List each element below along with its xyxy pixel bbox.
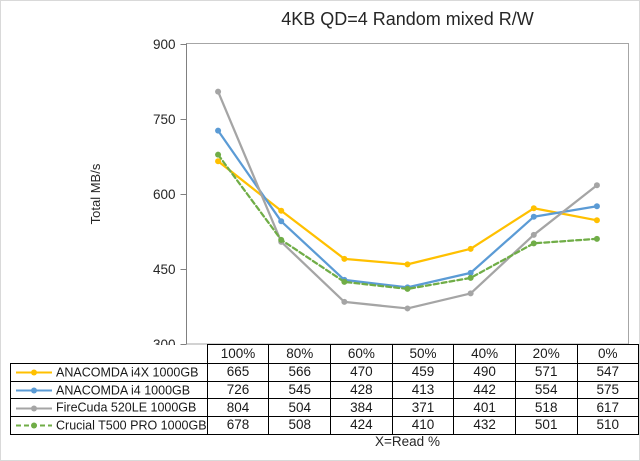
data-point-anacomda-i4-1000gb bbox=[467, 269, 474, 276]
data-point-anacomda-i4-1000gb bbox=[593, 203, 600, 210]
legend-cell-anacomda-i4x-1000gb: ANACOMDA i4X 1000GB bbox=[10, 363, 208, 382]
series-name-label: ANACOMDA i4X 1000GB bbox=[56, 365, 199, 380]
value-cell: 665 bbox=[206, 363, 270, 382]
value-cell: 804 bbox=[206, 398, 270, 418]
category-header-cell: 60% bbox=[330, 344, 393, 364]
value-cell: 575 bbox=[576, 380, 639, 400]
value-cell: 726 bbox=[206, 380, 270, 400]
y-tick-label: 300 bbox=[153, 337, 176, 345]
series-line-crucial-t500-pro-1000gb bbox=[216, 153, 599, 291]
category-header-cell: 100% bbox=[206, 344, 270, 364]
value-cell: 504 bbox=[268, 398, 332, 418]
data-point-anacomda-i4-1000gb bbox=[215, 127, 222, 134]
plot-frame-group bbox=[186, 43, 629, 345]
legend-cell-crucial-t500-pro-1000gb: Crucial T500 PRO 1000GB bbox=[10, 416, 208, 435]
value-cell: 424 bbox=[330, 416, 393, 435]
data-table: 100% 80% 60% 50% 40% 20% 0% ANACOMDA i4X 1000GB… bbox=[10, 344, 639, 435]
category-header-cell: 20% bbox=[514, 344, 578, 364]
data-point-crucial-t500-pro-1000gb bbox=[278, 236, 285, 243]
data-point-firecuda-520le-1000gb bbox=[593, 182, 600, 189]
value-cell: 678 bbox=[206, 416, 270, 435]
value-cell: 432 bbox=[453, 416, 516, 435]
y-axis-group: 300 450 600 750 900 bbox=[153, 37, 187, 345]
data-point-firecuda-520le-1000gb bbox=[404, 305, 411, 312]
series-name-label: ANACOMDA i4 1000GB bbox=[56, 383, 191, 398]
legend-marker bbox=[31, 369, 37, 376]
y-axis-title: Total MB/s bbox=[88, 163, 103, 224]
legend-cell-firecuda-520le-1000gb: FireCuda 520LE 1000GB bbox=[10, 398, 208, 418]
data-point-firecuda-520le-1000gb bbox=[530, 231, 537, 238]
table-row-anacomda-i4-1000gb: ANACOMDA i4 1000GB 726 545 428 413 442 554 575 bbox=[10, 380, 639, 400]
value-cell: 490 bbox=[453, 363, 516, 382]
value-cell: 459 bbox=[391, 363, 455, 382]
legend-line-sample bbox=[16, 422, 52, 429]
y-tick-label: 900 bbox=[153, 37, 176, 52]
data-point-crucial-t500-pro-1000gb bbox=[404, 285, 411, 292]
value-cell: 545 bbox=[268, 380, 332, 400]
value-cell: 442 bbox=[453, 380, 516, 400]
category-header-cell: 80% bbox=[268, 344, 332, 364]
data-point-anacomda-i4x-1000gb bbox=[530, 205, 537, 212]
data-point-crucial-t500-pro-1000gb bbox=[341, 278, 348, 285]
legend-cell-anacomda-i4-1000gb: ANACOMDA i4 1000GB bbox=[10, 380, 208, 400]
data-point-crucial-t500-pro-1000gb bbox=[593, 235, 600, 242]
category-header-cell: 40% bbox=[453, 344, 516, 364]
value-cell: 413 bbox=[391, 380, 455, 400]
value-cell: 547 bbox=[576, 363, 639, 382]
data-point-crucial-t500-pro-1000gb bbox=[530, 240, 537, 247]
value-cell: 510 bbox=[576, 416, 639, 435]
data-point-anacomda-i4x-1000gb bbox=[404, 261, 411, 268]
value-cell: 566 bbox=[268, 363, 332, 382]
table-row-firecuda-520le-1000gb: FireCuda 520LE 1000GB 804 504 384 371 401 518 6… bbox=[10, 398, 639, 418]
series-line-firecuda-520le-1000gb bbox=[216, 90, 599, 310]
data-point-anacomda-i4x-1000gb bbox=[341, 255, 348, 262]
value-cell: 554 bbox=[514, 380, 578, 400]
value-cell: 518 bbox=[514, 398, 578, 418]
data-point-anacomda-i4-1000gb bbox=[278, 218, 285, 225]
data-point-firecuda-520le-1000gb bbox=[467, 290, 474, 297]
data-point-firecuda-520le-1000gb bbox=[215, 88, 222, 95]
data-point-anacomda-i4x-1000gb bbox=[593, 217, 600, 224]
legend-marker bbox=[31, 422, 37, 429]
legend-line-sample bbox=[16, 405, 52, 412]
series-name-label: Crucial T500 PRO 1000GB bbox=[56, 418, 207, 433]
chart-title: 4KB QD=4 Random mixed R/W bbox=[281, 9, 534, 29]
data-point-crucial-t500-pro-1000gb bbox=[467, 274, 474, 281]
legend-marker bbox=[31, 387, 37, 394]
data-point-firecuda-520le-1000gb bbox=[341, 298, 348, 305]
legend-marker bbox=[31, 405, 37, 412]
y-tick-label: 450 bbox=[153, 262, 176, 277]
category-header-cell: 50% bbox=[391, 344, 455, 364]
value-cell: 470 bbox=[330, 363, 393, 382]
y-tick-label: 750 bbox=[153, 112, 176, 127]
legend-line-sample bbox=[16, 387, 52, 394]
value-cell: 371 bbox=[391, 398, 455, 418]
value-cell: 410 bbox=[391, 416, 455, 435]
value-cell: 501 bbox=[514, 416, 578, 435]
series-group bbox=[215, 88, 600, 312]
y-tick-label: 600 bbox=[153, 187, 176, 202]
table-corner-cell bbox=[11, 345, 208, 364]
legend-line-sample bbox=[16, 369, 52, 376]
data-point-anacomda-i4x-1000gb bbox=[278, 207, 285, 214]
value-cell: 428 bbox=[330, 380, 393, 400]
data-point-anacomda-i4-1000gb bbox=[530, 213, 537, 220]
table-row-crucial-t500-pro-1000gb: Crucial T500 PRO 1000GB 678 508 424 410 432 50… bbox=[10, 416, 639, 435]
chart-plot: 300 450 600 750 900 Total MB/s bbox=[88, 37, 629, 345]
table-row-anacomda-i4x-1000gb: ANACOMDA i4X 1000GB 665 566 470 459 490 571 547 bbox=[10, 363, 639, 382]
data-point-crucial-t500-pro-1000gb bbox=[215, 151, 222, 158]
data-point-anacomda-i4x-1000gb bbox=[215, 158, 222, 165]
category-header-cell: 0% bbox=[576, 344, 639, 364]
value-cell: 617 bbox=[576, 398, 639, 418]
data-point-anacomda-i4x-1000gb bbox=[467, 245, 474, 252]
series-name-label: FireCuda 520LE 1000GB bbox=[56, 401, 197, 416]
value-cell: 508 bbox=[268, 416, 332, 435]
x-axis-caption: X=Read % bbox=[375, 434, 440, 449]
value-cell: 401 bbox=[453, 398, 516, 418]
table-header-row: 100% 80% 60% 50% 40% 20% 0% bbox=[11, 344, 639, 364]
value-cell: 384 bbox=[330, 398, 393, 418]
value-cell: 571 bbox=[514, 363, 578, 382]
plot-area-frame bbox=[186, 43, 629, 345]
